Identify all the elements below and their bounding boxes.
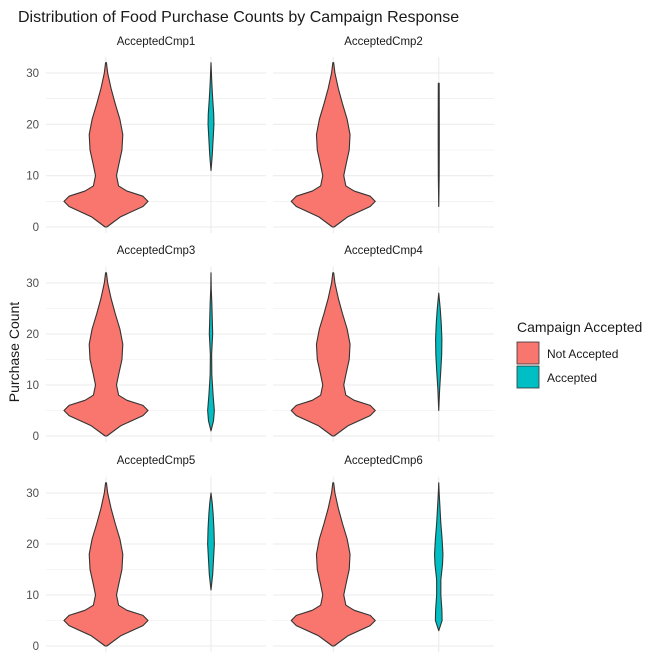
violin-accepted	[207, 272, 215, 432]
facet-panels: AcceptedCmp1 0 10 20 30 AcceptedCmp2 AcceptedC…	[26, 36, 494, 653]
legend-swatch-accepted	[516, 365, 540, 389]
y-tick-label: 20	[26, 329, 39, 341]
violin-not-accepted	[63, 272, 149, 437]
panel-acceptedcmp6: AcceptedCmp6	[273, 455, 494, 652]
y-tick-label: 0	[33, 431, 39, 443]
y-tick-label: 0	[33, 641, 39, 653]
panel-acceptedcmp3: AcceptedCmp3 0 10 20 30	[26, 245, 266, 443]
y-tick-label: 20	[26, 539, 39, 551]
violin-not-accepted	[290, 272, 376, 437]
legend-label-not-accepted: Not Accepted	[547, 347, 618, 361]
chart-title: Distribution of Food Purchase Counts by …	[18, 9, 459, 26]
y-axis-label: Purchase Count	[6, 302, 22, 403]
panel-acceptedcmp5: AcceptedCmp5 0 10 20 30	[26, 455, 266, 653]
facet-strip-label: AcceptedCmp4	[344, 245, 423, 257]
violin-accepted	[435, 292, 443, 412]
legend-swatch-not-accepted	[516, 341, 540, 365]
y-tick-label: 0	[33, 222, 39, 234]
y-tick-label: 10	[26, 380, 39, 392]
facet-strip-label: AcceptedCmp3	[117, 245, 196, 257]
y-tick-label: 30	[26, 488, 39, 500]
violin-not-accepted	[63, 62, 149, 228]
y-tick-label: 30	[26, 68, 39, 80]
violin-accepted	[207, 492, 215, 591]
violin-accepted	[434, 482, 444, 632]
y-tick-label: 30	[26, 278, 39, 290]
legend: Campaign Accepted Not Accepted Accepted	[516, 319, 642, 389]
violin-not-accepted	[63, 482, 149, 647]
legend-label-accepted: Accepted	[547, 371, 597, 385]
y-tick-label: 10	[26, 590, 39, 602]
legend-title: Campaign Accepted	[517, 319, 642, 335]
facet-strip-label: AcceptedCmp6	[344, 455, 423, 467]
panel-acceptedcmp1: AcceptedCmp1 0 10 20 30	[26, 36, 266, 234]
violin-accepted	[207, 62, 215, 172]
facet-strip-label: AcceptedCmp5	[117, 455, 196, 467]
panel-acceptedcmp2: AcceptedCmp2	[273, 36, 494, 233]
y-tick-label: 10	[26, 171, 39, 183]
facet-strip-label: AcceptedCmp2	[344, 36, 423, 48]
facet-strip-label: AcceptedCmp1	[117, 36, 196, 48]
violin-not-accepted	[290, 482, 376, 647]
panel-acceptedcmp4: AcceptedCmp4	[273, 245, 494, 442]
y-tick-label: 20	[26, 119, 39, 131]
violin-accepted	[437, 82, 440, 208]
violin-not-accepted	[290, 62, 376, 228]
